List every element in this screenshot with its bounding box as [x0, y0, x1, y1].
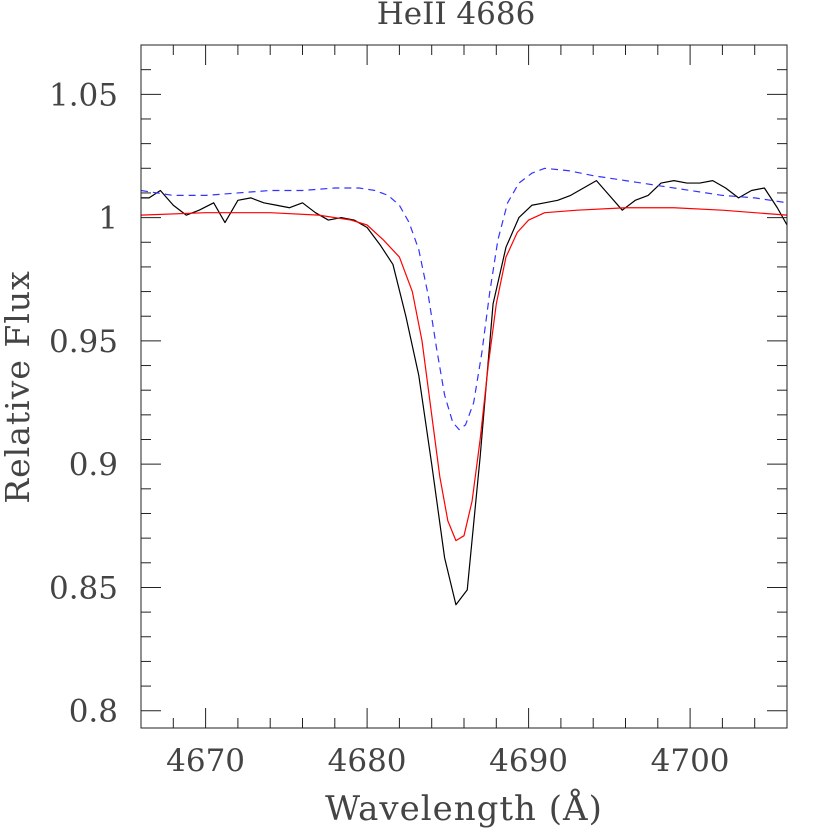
x-tick-label: 4690: [489, 743, 568, 779]
series-line-2: [141, 207, 787, 542]
y-tick-label: 0.95: [49, 324, 118, 360]
x-tick-label: 4680: [328, 743, 407, 779]
x-tick-label: 4700: [651, 743, 730, 779]
y-tick-label: 1: [98, 201, 118, 237]
y-tick-label: 0.9: [69, 447, 118, 483]
y-axis-label: Relative Flux: [0, 270, 37, 503]
y-tick-label: 0.8: [69, 694, 118, 730]
plot-frame: [140, 44, 788, 729]
series-line-3: [141, 167, 787, 431]
chart-title: HeII 4686: [377, 0, 536, 32]
series-line-1: [141, 180, 787, 606]
y-tick-label: 1.05: [49, 77, 118, 113]
x-tick-label: 4670: [166, 743, 245, 779]
y-tick-label: 0.85: [49, 570, 118, 606]
x-axis-label: Wavelength (Å): [325, 788, 603, 829]
